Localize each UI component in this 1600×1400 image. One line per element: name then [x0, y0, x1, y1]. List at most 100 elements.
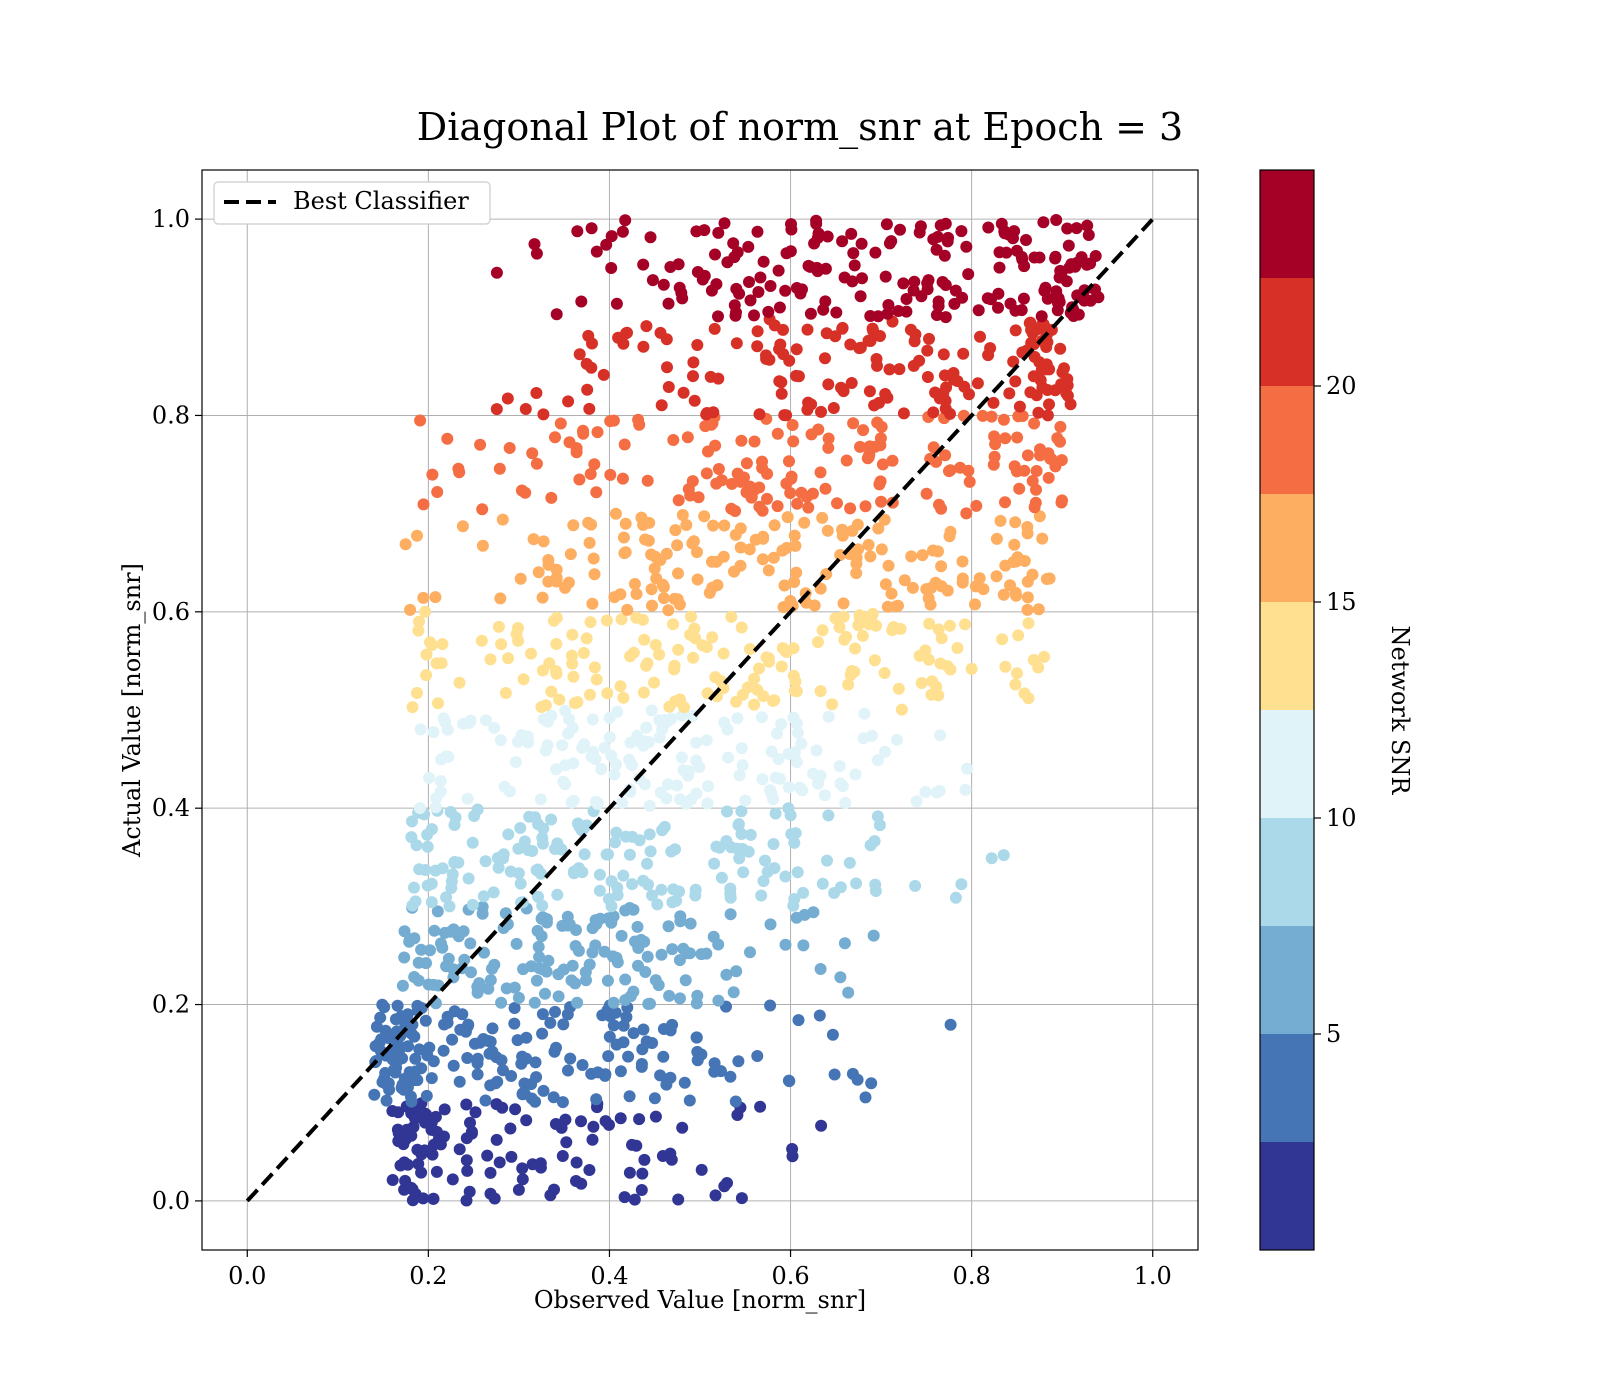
scatter-point — [610, 1038, 623, 1051]
scatter-point — [583, 958, 596, 971]
scatter-point — [814, 963, 827, 975]
scatter-point — [706, 417, 719, 430]
scatter-point — [1020, 234, 1032, 246]
scatter-point — [872, 310, 885, 323]
scatter-point — [757, 532, 770, 545]
scatter-point — [678, 1076, 691, 1089]
scatter-point — [791, 497, 804, 510]
scatter-point — [603, 1030, 616, 1043]
scatter-point — [821, 854, 833, 867]
scatter-point — [567, 670, 580, 683]
scatter-point — [559, 759, 572, 772]
scatter-point — [619, 517, 632, 530]
scatter-point — [733, 852, 746, 865]
scatter-point — [567, 519, 580, 532]
scatter-point — [502, 828, 515, 841]
scatter-point — [895, 703, 908, 716]
scatter-point — [404, 603, 417, 616]
scatter-point — [944, 1018, 957, 1031]
scatter-point — [409, 1065, 422, 1078]
scatter-point — [1025, 324, 1038, 336]
scatter-point — [667, 883, 680, 896]
scatter-point — [927, 406, 940, 419]
scatter-point — [386, 1105, 399, 1117]
scatter-point — [724, 1070, 737, 1083]
scatter-point — [637, 518, 650, 531]
scatter-point — [1021, 521, 1034, 533]
scatter-point — [864, 550, 877, 563]
scatter-point — [420, 648, 433, 661]
scatter-point — [570, 1156, 583, 1169]
scatter-point — [744, 946, 756, 959]
scatter-point — [1050, 214, 1063, 226]
scatter-point — [530, 1071, 543, 1084]
scatter-point — [997, 588, 1010, 601]
scatter-point — [431, 905, 444, 918]
scatter-point — [479, 855, 492, 868]
scatter-point — [643, 799, 656, 812]
scatter-point — [519, 403, 532, 415]
scatter-point — [955, 225, 968, 238]
scatter-point — [495, 996, 508, 1009]
scatter-point — [724, 882, 737, 895]
scatter-point — [655, 883, 668, 896]
scatter-point — [718, 217, 731, 230]
scatter-point — [869, 885, 882, 897]
scatter-point — [536, 1027, 549, 1040]
scatter-point — [637, 340, 650, 353]
scatter-point — [645, 548, 658, 561]
scatter-point — [772, 753, 785, 765]
scatter-point — [840, 630, 853, 643]
scatter-point — [430, 1125, 443, 1138]
scatter-point — [465, 1125, 478, 1138]
scatter-point — [436, 941, 449, 954]
scatter-point — [584, 468, 597, 480]
scatter-point — [849, 642, 862, 655]
scatter-point — [509, 756, 522, 768]
scatter-point — [712, 938, 725, 951]
scatter-point — [790, 717, 803, 730]
scatter-point — [460, 1194, 473, 1207]
scatter-point — [1034, 449, 1046, 462]
scatter-point — [1033, 251, 1046, 264]
scatter-point — [619, 904, 632, 917]
scatter-point — [516, 1173, 529, 1186]
scatter-point — [614, 1065, 627, 1078]
scatter-point — [875, 495, 888, 508]
scatter-point — [471, 1052, 484, 1065]
scatter-point — [1054, 420, 1067, 433]
scatter-point — [923, 617, 936, 630]
scatter-point — [641, 657, 654, 670]
scatter-point — [534, 1161, 547, 1174]
scatter-point — [727, 237, 740, 250]
scatter-point — [605, 262, 618, 274]
scatter-point — [764, 280, 777, 292]
scatter-point — [789, 827, 802, 840]
scatter-point — [897, 407, 910, 420]
scatter-point — [922, 592, 935, 605]
y-tick-label: 0.4 — [152, 794, 190, 822]
scatter-point — [605, 875, 618, 888]
scatter-point — [702, 780, 714, 793]
scatter-point — [734, 475, 747, 488]
scatter-point — [657, 278, 670, 291]
scatter-point — [483, 1047, 496, 1060]
scatter-point — [771, 427, 784, 440]
x-axis-label: Observed Value [norm_snr] — [534, 1286, 866, 1314]
scatter-point — [772, 264, 785, 277]
scatter-point — [368, 1088, 381, 1101]
scatter-point — [938, 249, 951, 262]
scatter-point — [753, 481, 766, 494]
scatter-point — [935, 560, 948, 573]
scatter-point — [408, 1112, 421, 1125]
scatter-point — [798, 516, 811, 529]
scatter-point — [623, 848, 636, 861]
scatter-point — [552, 990, 565, 1003]
scatter-point — [826, 698, 839, 711]
scatter-point — [757, 255, 770, 268]
scatter-point — [388, 1063, 400, 1076]
scatter-point — [666, 943, 679, 956]
scatter-point — [1062, 239, 1075, 252]
scatter-point — [624, 736, 637, 749]
scatter-point — [641, 474, 654, 487]
